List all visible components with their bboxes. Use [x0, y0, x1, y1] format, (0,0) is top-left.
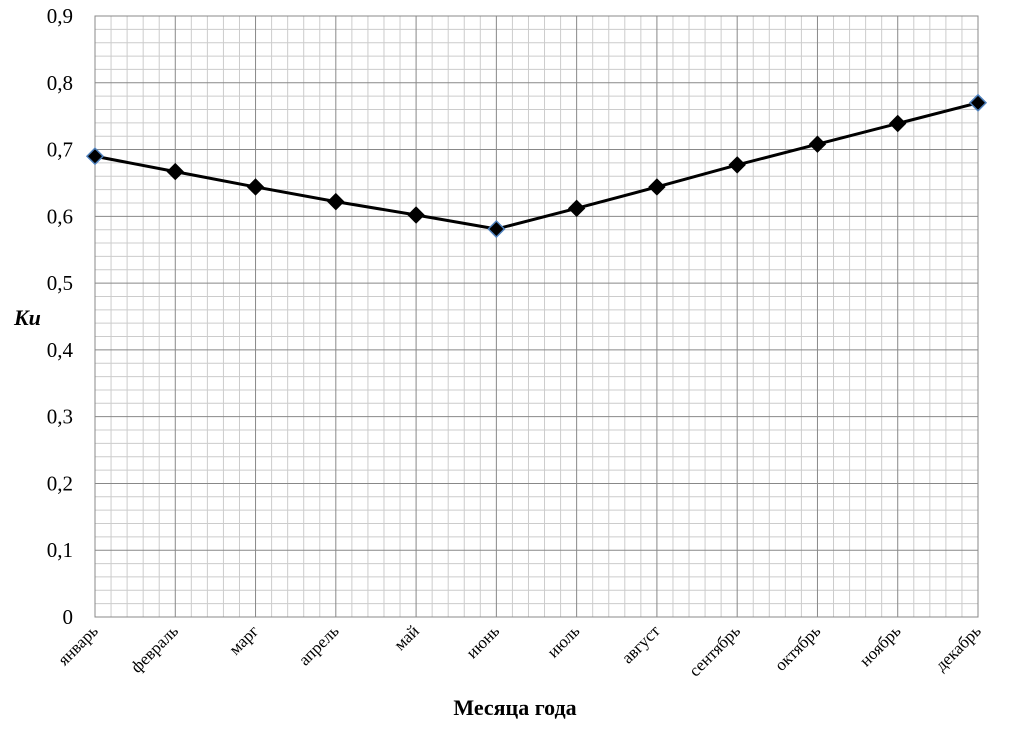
- data-point-marker: [487, 219, 506, 239]
- y-axis-tick-labels: 0 0,1 0,2 0,3 0,4 0,5 0,6 0,7 0,8 0,9: [47, 4, 74, 629]
- plot-area-border: [94, 15, 979, 618]
- series-layer: [85, 93, 988, 239]
- x-tick-label: июнь: [462, 621, 503, 662]
- x-tick-label: октябрь: [771, 621, 825, 675]
- major-grid: [94, 15, 979, 618]
- x-tick-label: декабрь: [931, 621, 985, 675]
- y-axis-title: Kи: [13, 305, 41, 330]
- x-axis-title: Месяца года: [453, 695, 576, 720]
- y-tick-label: 0,5: [47, 271, 73, 295]
- data-point-marker: [85, 147, 105, 166]
- series-line: [94, 101, 979, 231]
- x-tick-label: февраль: [127, 621, 182, 676]
- x-tick-label: май: [390, 621, 423, 654]
- y-tick-label: 0,7: [47, 138, 73, 162]
- data-point-marker: [246, 178, 265, 196]
- data-point-marker: [968, 93, 988, 112]
- data-point-marker: [728, 156, 746, 174]
- minor-grid: [95, 16, 978, 617]
- x-tick-label: ноябрь: [856, 621, 905, 670]
- x-tick-label: август: [618, 621, 664, 667]
- y-tick-label: 0,6: [47, 204, 73, 228]
- y-tick-label: 0,8: [47, 71, 73, 95]
- data-point-marker: [166, 162, 184, 181]
- data-point-marker: [327, 192, 345, 211]
- y-tick-label: 0: [63, 605, 74, 629]
- x-tick-label: апрель: [295, 621, 343, 669]
- x-tick-label: январь: [54, 621, 102, 669]
- x-tick-label: сентябрь: [685, 621, 744, 680]
- x-tick-label: июль: [543, 621, 583, 661]
- data-point-marker: [808, 135, 827, 153]
- data-point-marker: [889, 114, 907, 133]
- data-point-marker: [567, 199, 586, 218]
- data-point-marker: [407, 206, 425, 224]
- y-tick-label: 0,2: [47, 471, 73, 495]
- y-tick-label: 0,4: [47, 338, 74, 362]
- y-tick-label: 0,1: [47, 538, 73, 562]
- x-axis-tick-labels: январь февраль марг апрель май июнь июль август…: [54, 621, 985, 680]
- data-point-marker: [648, 178, 666, 196]
- y-tick-label: 0,3: [47, 405, 73, 429]
- x-tick-label: марг: [225, 621, 262, 658]
- y-tick-label: 0,9: [47, 4, 73, 28]
